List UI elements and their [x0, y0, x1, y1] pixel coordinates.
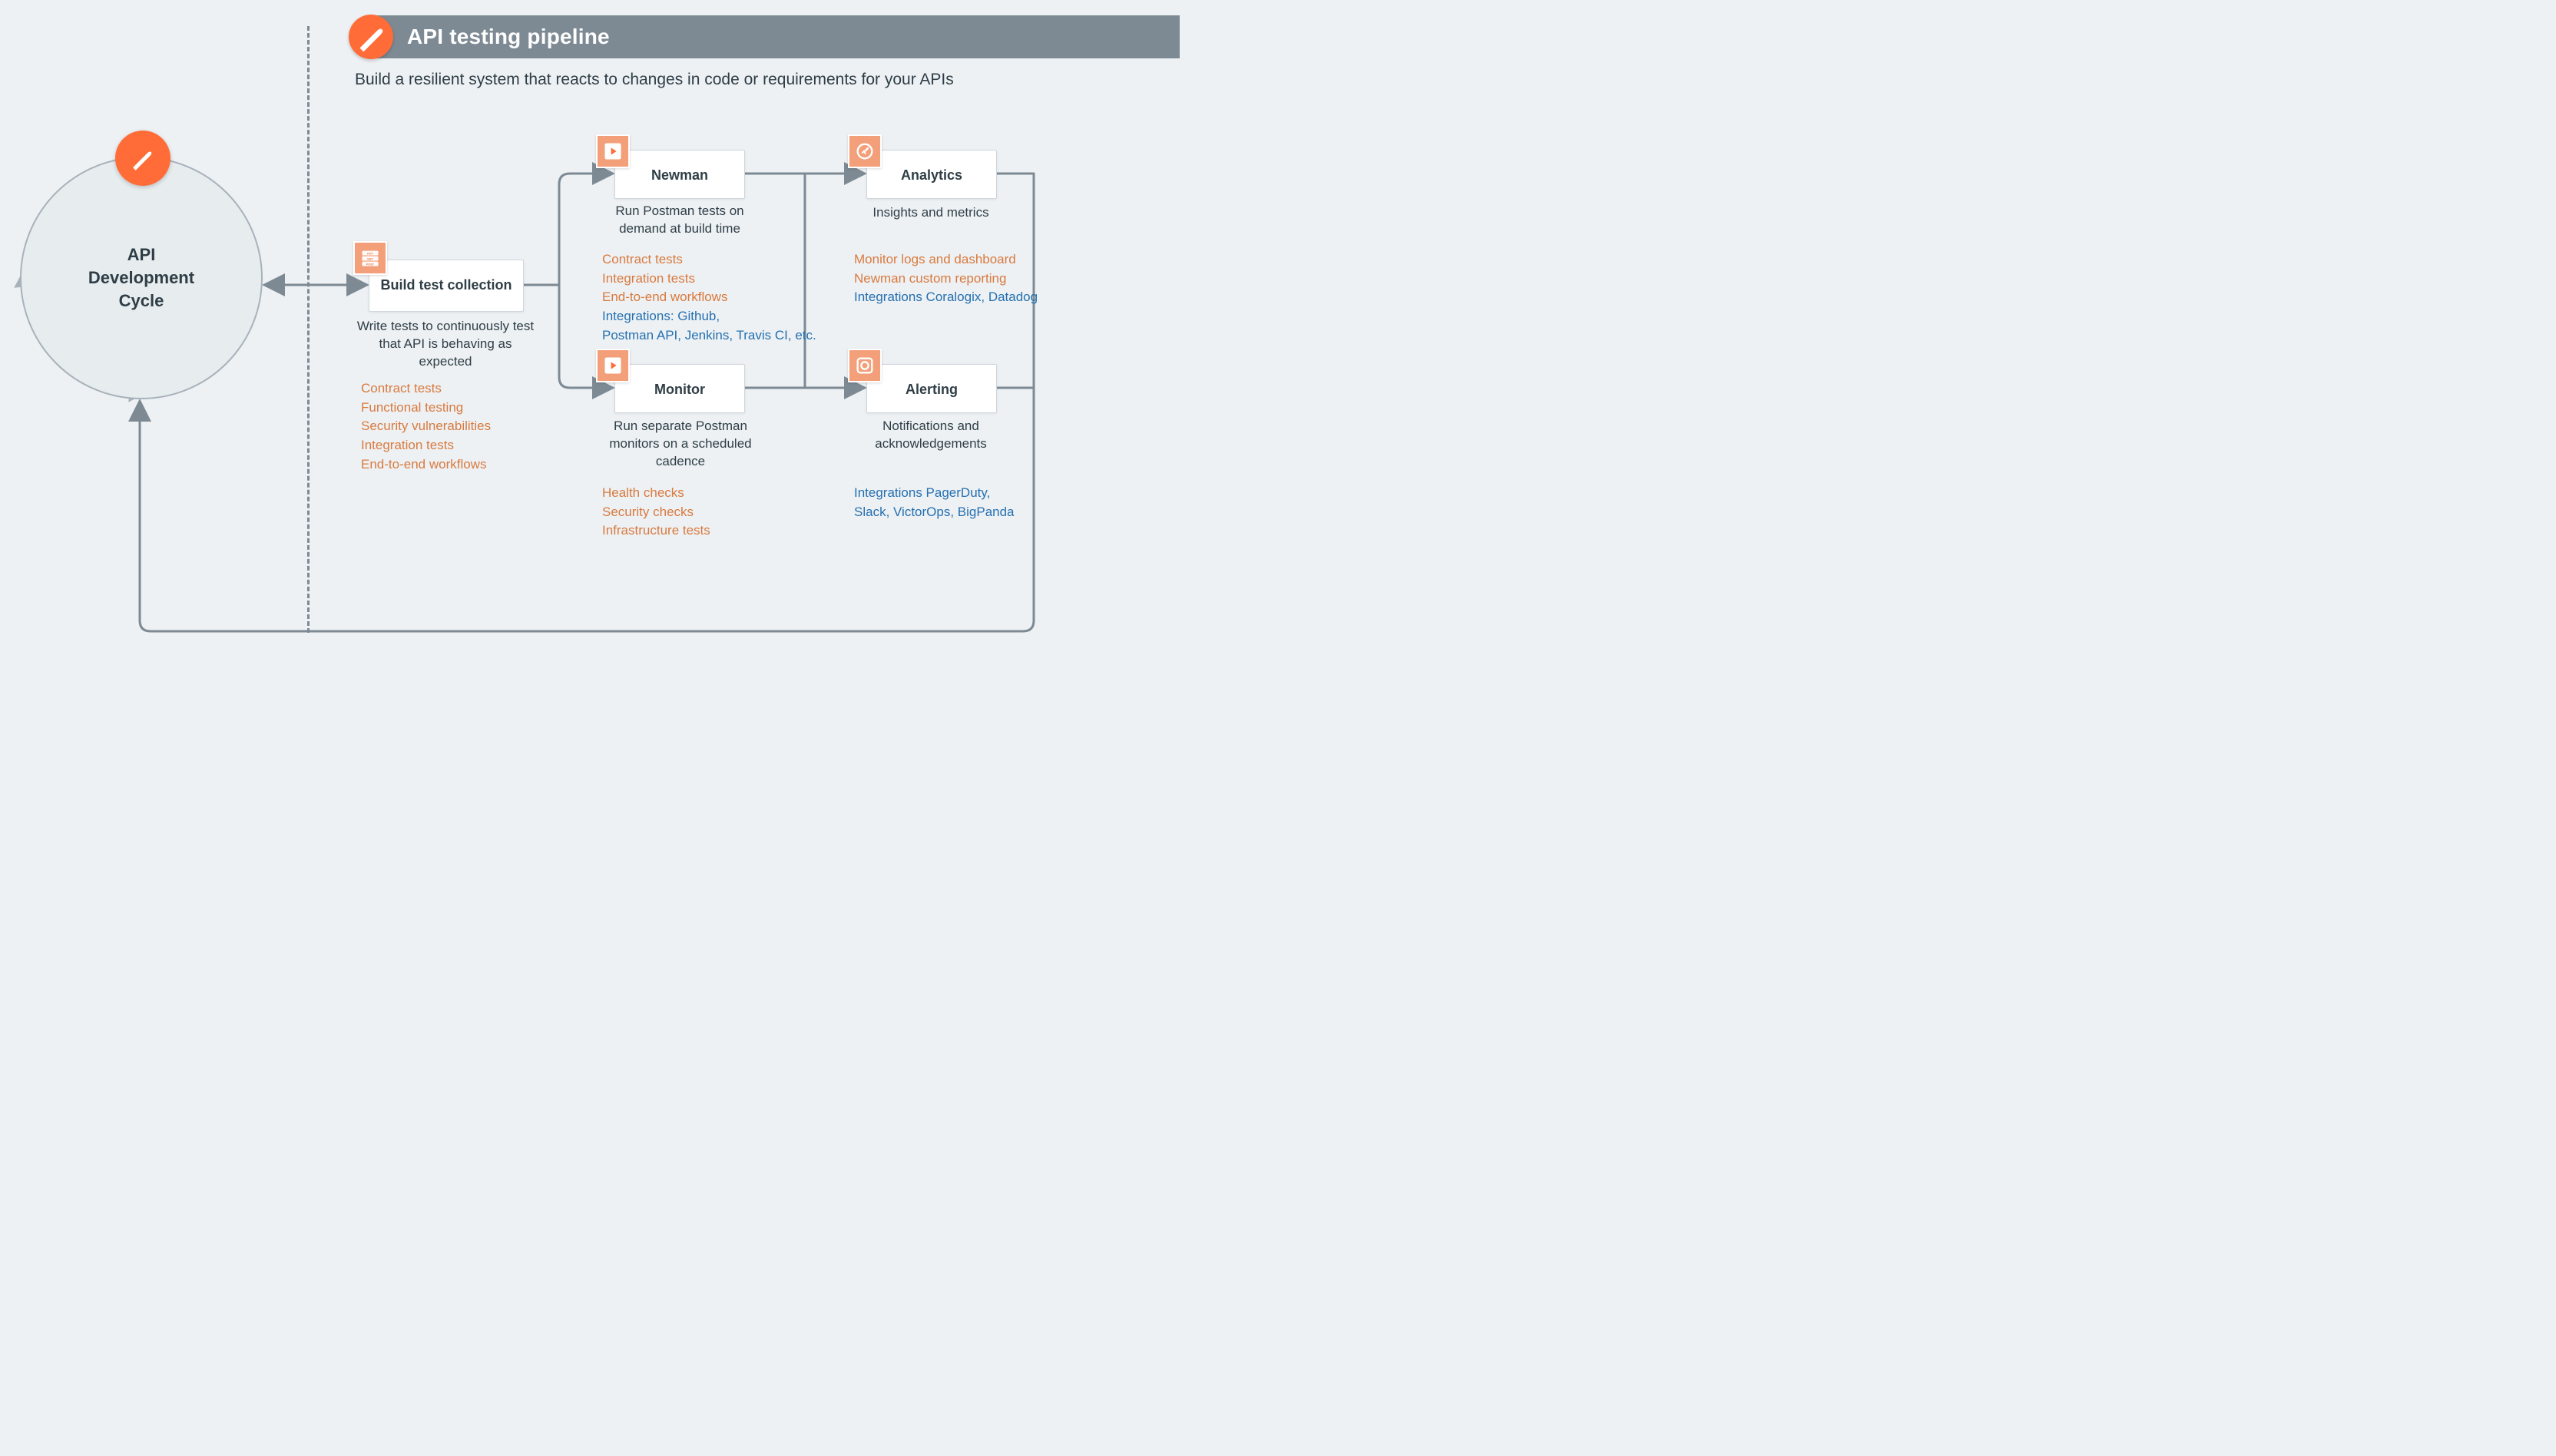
cycle-title-line2: Development — [88, 268, 194, 287]
node-alerting: Alerting — [866, 364, 997, 413]
postman-icon — [349, 15, 393, 59]
bullet-line: Infrastructure tests — [602, 521, 710, 541]
bullet-line: Functional testing — [361, 399, 491, 418]
cycle-title-line1: API — [127, 245, 156, 264]
node-analytics: Analytics — [866, 150, 997, 199]
bullet-line: Health checks — [602, 484, 710, 503]
cycle-circle: API Development Cycle — [20, 157, 263, 399]
postman-icon — [115, 131, 171, 186]
target-icon — [848, 349, 882, 382]
subtitle: Build a resilient system that reacts to … — [355, 71, 954, 89]
node-newman-title: Newman — [615, 151, 744, 200]
node-analytics-sub: Insights and metrics — [854, 204, 1008, 222]
bullet-line: Integration tests — [602, 270, 816, 289]
play-icon — [596, 134, 630, 168]
diagram-canvas: API testing pipeline Build a resilient s… — [0, 0, 1180, 672]
topbar-arrowhead — [1144, 15, 1172, 58]
svg-text:GET: GET — [367, 257, 373, 260]
node-alerting-title: Alerting — [867, 365, 996, 415]
gauge-icon — [848, 134, 882, 168]
node-newman: Newman — [614, 150, 745, 199]
node-analytics-bullets: Monitor logs and dashboardNewman custom … — [854, 250, 1038, 307]
node-alerting-sub: Notifications and acknowledgements — [854, 418, 1008, 453]
svg-text:PUT: PUT — [367, 252, 373, 255]
node-monitor-bullets: Health checksSecurity checksInfrastructu… — [602, 484, 710, 541]
topbar-title: API testing pipeline — [407, 25, 610, 49]
node-newman-bullets: Contract testsIntegration testsEnd-to-en… — [602, 250, 816, 345]
bullet-line: Integrations PagerDuty, — [854, 484, 1015, 503]
node-monitor: Monitor — [614, 364, 745, 413]
node-alerting-bullets: Integrations PagerDuty,Slack, VictorOps,… — [854, 484, 1015, 521]
bullet-line: Contract tests — [602, 250, 816, 270]
node-build: Build test collection — [369, 260, 524, 312]
node-build-bullets: Contract testsFunctional testingSecurity… — [361, 379, 491, 474]
topbar: API testing pipeline — [353, 15, 1180, 58]
bullet-line: Newman custom reporting — [854, 270, 1038, 289]
bullet-line: End-to-end workflows — [602, 288, 816, 307]
node-monitor-sub: Run separate Postman monitors on a sched… — [598, 418, 763, 471]
node-monitor-title: Monitor — [615, 365, 744, 415]
bullet-line: Integration tests — [361, 436, 491, 455]
node-newman-sub: Run Postman tests on demand at build tim… — [599, 203, 760, 238]
bullet-line: Monitor logs and dashboard — [854, 250, 1038, 270]
cycle-title-line3: Cycle — [119, 291, 164, 310]
divider-dashed — [307, 26, 310, 633]
bullet-line: Security checks — [602, 503, 710, 522]
play-icon — [596, 349, 630, 382]
bullet-line: End-to-end workflows — [361, 455, 491, 475]
node-build-title: Build test collection — [369, 260, 523, 310]
svg-text:POST: POST — [366, 263, 375, 266]
bullet-line: Contract tests — [361, 379, 491, 399]
cycle-title: API Development Cycle — [88, 243, 194, 312]
node-build-sub: Write tests to continuously test that AP… — [353, 318, 538, 371]
bullet-line: Slack, VictorOps, BigPanda — [854, 503, 1015, 522]
bullet-line: Postman API, Jenkins, Travis CI, etc. — [602, 326, 816, 346]
collection-icon: PUT GET POST — [353, 241, 387, 275]
bullet-line: Integrations Coralogix, Datadog — [854, 288, 1038, 307]
bullet-line: Security vulnerabilities — [361, 417, 491, 436]
bullet-line: Integrations: Github, — [602, 307, 816, 326]
node-analytics-title: Analytics — [867, 151, 996, 200]
